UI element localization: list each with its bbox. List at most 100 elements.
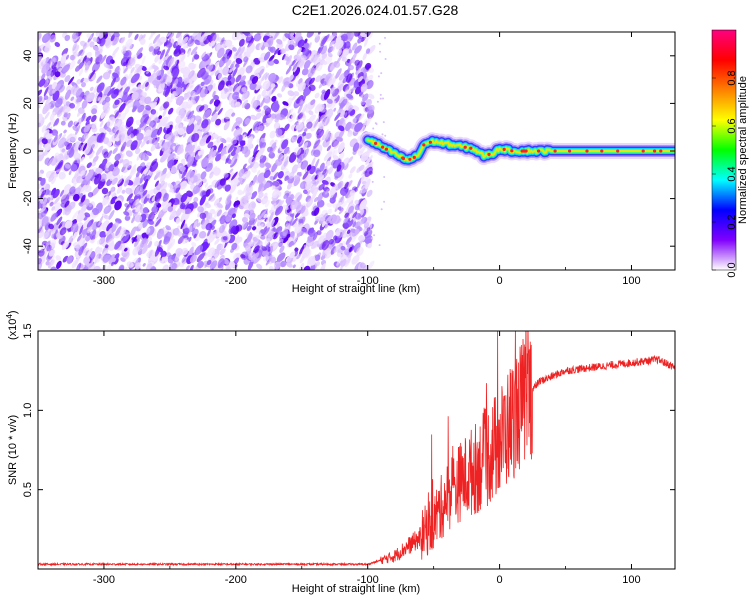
noise-speckle (229, 65, 235, 73)
noise-speckle (99, 120, 104, 128)
noise-speckle (125, 150, 133, 157)
noise-speckle (291, 136, 298, 143)
noise-speckle (252, 237, 258, 242)
noise-speckle (226, 195, 232, 202)
noise-speckle (231, 151, 235, 156)
noise-speckle (348, 64, 354, 71)
noise-speckle (340, 190, 347, 197)
noise-speckle (293, 91, 300, 97)
noise-speckle (76, 97, 81, 103)
noise-speckle (241, 99, 249, 109)
noise-speckle (39, 169, 45, 174)
noise-speckle (137, 104, 145, 113)
noise-speckle (82, 229, 88, 239)
noise-speckle (180, 193, 188, 203)
noise-speckle (242, 163, 247, 169)
noise-speckle (84, 212, 91, 218)
noise-speckle (157, 239, 162, 249)
noise-speckle (250, 96, 256, 105)
noise-speckle (322, 60, 328, 65)
noise-speckle (261, 246, 267, 252)
noise-speckle (184, 208, 192, 217)
noise-speckle (97, 85, 102, 90)
noise-speckle (264, 162, 272, 169)
noise-speckle (96, 132, 105, 143)
noise-speckle (294, 247, 299, 252)
noise-speckle (276, 39, 283, 45)
noise-speckle (151, 195, 157, 202)
noise-speckle (260, 98, 265, 108)
noise-speckle (44, 143, 52, 151)
noise-speckle (86, 169, 94, 180)
noise-speckle (162, 264, 169, 270)
noise-speckle (127, 57, 136, 67)
noise-speckle (112, 147, 118, 154)
noise-speckle (180, 111, 186, 119)
noise-speckle (119, 158, 124, 164)
noise-speckle (191, 32, 199, 40)
noise-speckle (80, 169, 86, 176)
noise-speckle (366, 161, 374, 170)
noise-speckle (90, 115, 97, 123)
noise-speckle (210, 40, 216, 47)
noise-speckle (224, 108, 234, 120)
noise-speckle (306, 132, 312, 139)
noise-speckle (54, 41, 61, 48)
noise-speckle (352, 84, 358, 91)
noise-speckle (59, 227, 67, 236)
noise-speckle (264, 237, 271, 246)
noise-speckle (269, 32, 276, 38)
noise-speckle (42, 104, 50, 115)
noise-speckle (98, 236, 106, 245)
signal-peak (408, 157, 412, 161)
noise-speckle (70, 223, 79, 233)
noise-speckle (134, 262, 142, 270)
noise-speckle (190, 46, 198, 56)
noise-speckle (347, 130, 354, 137)
noise-speckle (289, 40, 295, 46)
noise-speckle (335, 68, 342, 79)
noise-speckle (149, 161, 159, 172)
noise-speckle (297, 82, 306, 92)
noise-speckle (206, 34, 212, 41)
signal-peak (487, 152, 491, 156)
noise-speckle (217, 80, 225, 91)
signal-peak (641, 149, 645, 153)
noise-speckle (71, 210, 80, 221)
noise-speckle (263, 169, 271, 179)
noise-speckle (346, 229, 351, 234)
noise-speckle (344, 112, 348, 118)
noise-speckle (352, 142, 360, 152)
noise-speckle (284, 33, 291, 39)
noise-speckle (303, 60, 311, 70)
noise-speckle (160, 73, 168, 84)
noise-speckle (332, 192, 338, 201)
noise-speckle (110, 261, 115, 267)
noise-speckle (321, 179, 329, 185)
noise-speckle (147, 249, 155, 259)
noise-speckle (113, 32, 120, 38)
noise-speckle (256, 263, 263, 270)
noise-speckle (273, 261, 281, 270)
noise-speckle (118, 103, 126, 113)
noise-speckle (336, 54, 343, 65)
noise-speckle (142, 189, 148, 196)
noise-speckle (247, 37, 255, 48)
noise-speckle (87, 191, 94, 198)
noise-speckle (114, 129, 119, 139)
noise-speckle (292, 63, 297, 69)
noise-speckle (38, 249, 45, 257)
noise-speckle (379, 93, 382, 96)
noise-speckle (104, 244, 109, 249)
noise-speckle (322, 168, 327, 175)
noise-speckle (44, 44, 51, 54)
noise-speckle (240, 34, 245, 39)
noise-speckle (257, 182, 263, 193)
noise-speckle (90, 140, 99, 150)
noise-speckle (43, 95, 49, 101)
noise-speckle (224, 211, 228, 216)
noise-speckle (112, 134, 119, 143)
noise-speckle (110, 196, 118, 205)
noise-speckle (359, 262, 366, 269)
